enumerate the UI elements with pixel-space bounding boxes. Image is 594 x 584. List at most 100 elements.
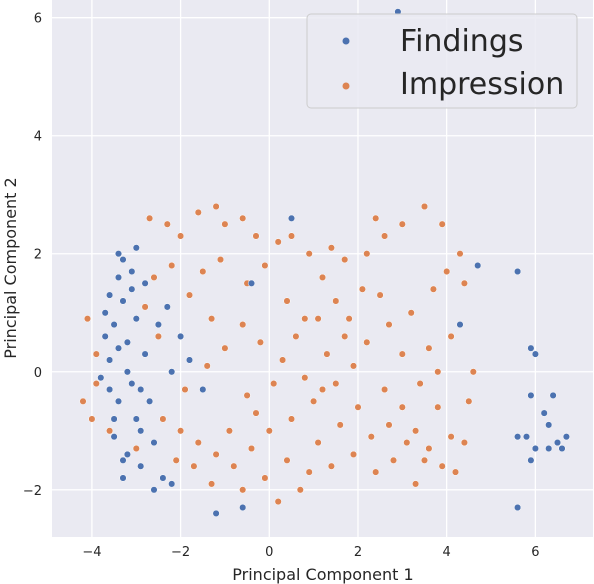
point-impression [301,374,309,382]
point-impression [106,427,114,435]
point-impression [367,433,375,441]
point-impression [341,256,349,264]
x-tick-label: 4 [443,545,451,560]
point-findings [132,244,140,252]
point-findings [137,462,145,470]
point-impression [318,273,327,281]
point-impression [425,344,433,352]
point-findings [141,350,149,358]
point-findings [114,397,123,405]
point-findings [545,421,553,429]
point-findings [128,380,136,388]
point-findings [168,368,176,376]
point-impression [92,350,100,358]
point-impression [185,291,194,299]
point-findings [150,486,158,494]
point-impression [381,385,389,394]
point-impression [451,468,460,476]
legend-marker-findings [342,37,350,45]
point-impression [150,273,158,281]
point-findings [137,427,145,435]
point-findings [128,267,136,276]
point-impression [385,421,393,429]
point-impression [447,433,455,441]
point-impression [318,385,327,394]
point-findings [553,439,562,447]
point-impression [412,480,420,488]
point-impression [243,391,251,399]
legend-box [306,13,578,109]
point-impression [239,321,247,329]
point-findings [163,303,171,311]
point-findings [514,267,522,276]
point-findings [549,391,557,399]
point-findings [239,503,247,512]
point-impression [132,444,140,453]
point-impression [199,267,207,276]
point-impression [172,456,180,464]
x-tick-label: −2 [171,545,190,560]
point-impression [274,498,282,506]
y-tick-label: 4 [34,130,42,145]
point-impression [159,415,167,423]
point-findings [123,450,131,458]
point-findings [545,444,553,453]
point-impression [349,362,358,370]
point-impression [239,486,247,494]
point-impression [389,456,398,464]
point-findings [287,214,296,222]
point-impression [336,421,344,429]
point-impression [301,315,309,323]
point-impression [358,285,366,293]
point-findings [97,374,105,382]
legend-label-impression: Impression [400,67,564,102]
point-impression [469,368,477,376]
point-impression [363,338,371,346]
data-points [79,8,570,517]
point-impression [323,350,331,358]
point-findings [110,415,118,423]
point-impression [252,409,260,417]
y-tick-label: −2 [23,484,42,499]
y-tick-labels: −2 0 2 4 6 [23,12,42,499]
point-impression [287,232,296,240]
point-impression [310,397,318,405]
point-impression [146,214,154,222]
x-tick-label: 0 [265,545,273,560]
point-impression [434,403,442,411]
point-findings [527,391,535,399]
legend: Findings Impression [306,13,578,109]
point-findings [527,456,535,464]
point-impression [434,368,442,376]
point-impression [181,385,189,394]
point-impression [252,232,260,240]
point-findings [106,385,114,394]
point-impression [407,309,415,317]
point-findings [137,385,145,394]
point-findings [159,474,167,482]
point-impression [305,468,313,476]
point-impression [88,415,96,423]
point-findings [185,356,194,364]
point-findings [514,503,522,512]
point-findings [474,261,482,270]
x-tick-label: 2 [354,545,362,560]
point-impression [429,285,437,293]
point-impression [376,291,384,299]
point-findings [119,256,127,264]
point-impression [177,427,185,435]
point-findings [110,433,118,441]
point-impression [460,439,468,447]
point-impression [247,444,256,453]
legend-label-findings: Findings [400,24,524,59]
point-findings [177,332,185,340]
point-findings [119,456,127,464]
point-impression [305,250,313,258]
x-tick-label: 6 [531,545,539,560]
point-impression [208,480,216,488]
point-impression [216,256,225,264]
point-impression [341,332,349,340]
point-findings [562,433,570,441]
point-impression [327,462,335,470]
